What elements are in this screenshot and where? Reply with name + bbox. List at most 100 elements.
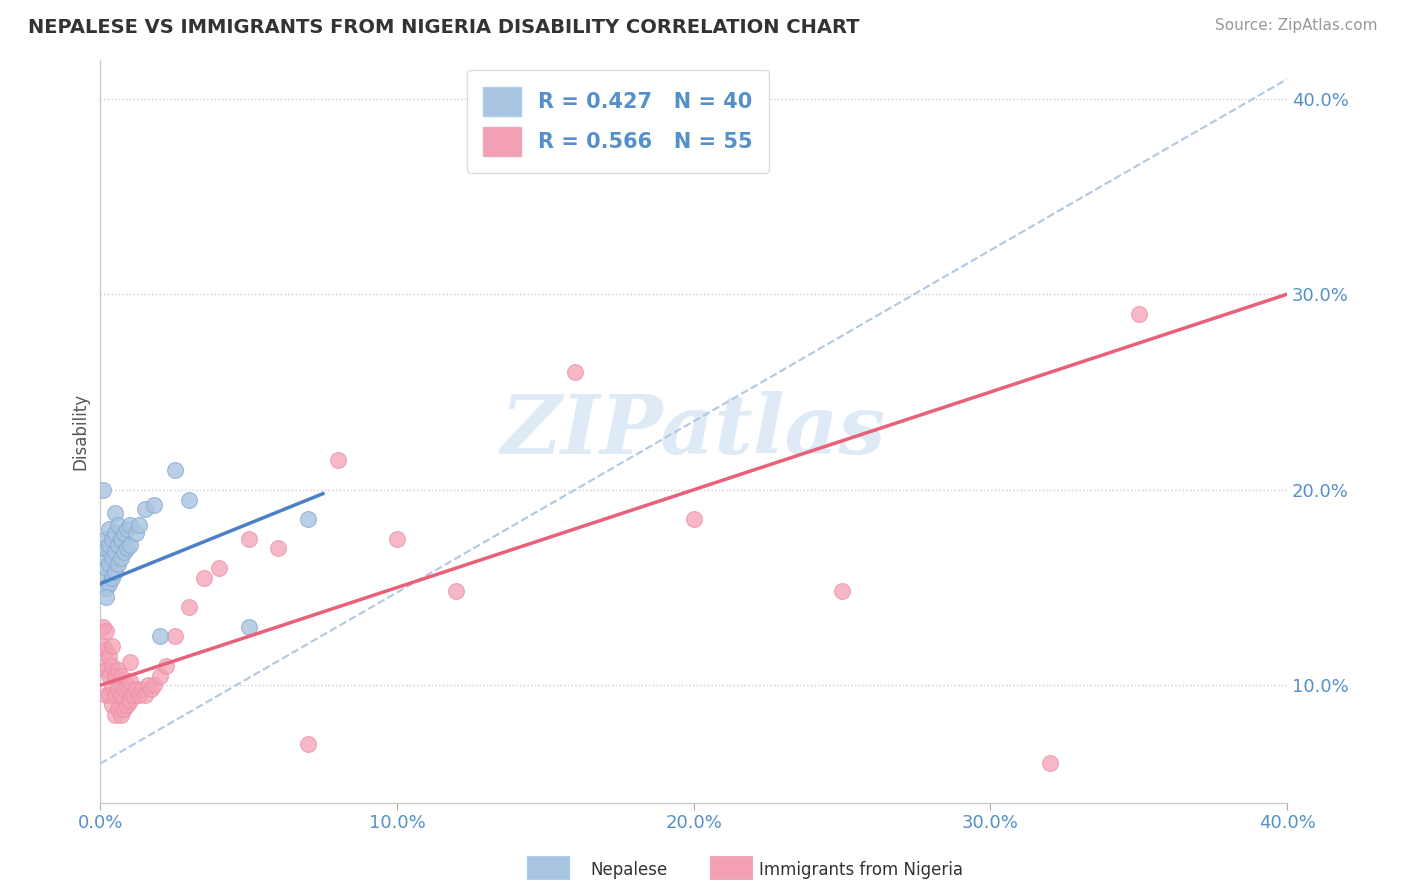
Point	[98, 537, 121, 551]
Point	[104, 688, 127, 702]
Point	[1128, 307, 1150, 321]
Point	[267, 541, 290, 556]
Point	[134, 502, 156, 516]
Point	[107, 702, 129, 716]
Point	[110, 688, 132, 702]
Point	[115, 678, 138, 692]
Point	[112, 682, 135, 697]
Point	[128, 518, 150, 533]
Point	[128, 688, 150, 702]
Point	[163, 463, 186, 477]
Point	[208, 561, 231, 575]
Point	[110, 532, 132, 546]
Point	[107, 537, 129, 551]
Point	[98, 522, 121, 536]
Point	[104, 707, 127, 722]
Text: Nepalese: Nepalese	[591, 861, 668, 879]
Point	[91, 571, 114, 585]
Point	[96, 581, 118, 595]
Point	[118, 518, 141, 533]
Point	[155, 658, 177, 673]
Point	[118, 674, 141, 689]
Point	[101, 532, 124, 546]
Point	[98, 557, 121, 571]
Point	[163, 629, 186, 643]
Text: NEPALESE VS IMMIGRANTS FROM NIGERIA DISABILITY CORRELATION CHART: NEPALESE VS IMMIGRANTS FROM NIGERIA DISA…	[28, 18, 859, 37]
Point	[118, 537, 141, 551]
Point	[91, 639, 114, 653]
Point	[112, 545, 135, 559]
Point	[193, 571, 215, 585]
Point	[98, 668, 121, 682]
Point	[98, 688, 121, 702]
Point	[118, 655, 141, 669]
Point	[101, 571, 124, 585]
Point	[104, 545, 127, 559]
Point	[297, 737, 319, 751]
Text: Immigrants from Nigeria: Immigrants from Nigeria	[759, 861, 963, 879]
Point	[91, 541, 114, 556]
Point	[107, 663, 129, 677]
Point	[136, 678, 159, 692]
Point	[446, 584, 468, 599]
Point	[101, 639, 124, 653]
Point	[96, 643, 118, 657]
Point	[179, 600, 201, 615]
Point	[118, 694, 141, 708]
Point	[112, 525, 135, 540]
Point	[101, 551, 124, 566]
Point	[98, 648, 121, 663]
Point	[96, 591, 118, 605]
Point	[104, 668, 127, 682]
Point	[1039, 756, 1062, 771]
Point	[91, 619, 114, 633]
Point	[104, 525, 127, 540]
Point	[107, 557, 129, 571]
Point	[115, 541, 138, 556]
Point	[149, 668, 172, 682]
Point	[238, 532, 260, 546]
Point	[125, 682, 148, 697]
Point	[112, 702, 135, 716]
Point	[91, 483, 114, 497]
Point	[122, 688, 145, 702]
Point	[91, 658, 114, 673]
Point	[96, 561, 118, 575]
Point	[142, 678, 165, 692]
Point	[149, 629, 172, 643]
Point	[179, 492, 201, 507]
Point	[96, 663, 118, 677]
Text: Source: ZipAtlas.com: Source: ZipAtlas.com	[1215, 18, 1378, 33]
Point	[107, 518, 129, 533]
Point	[326, 453, 349, 467]
Point	[238, 619, 260, 633]
Point	[96, 624, 118, 638]
Point	[96, 541, 118, 556]
Point	[96, 688, 118, 702]
Point	[682, 512, 704, 526]
Point	[115, 522, 138, 536]
Point	[115, 698, 138, 712]
Point	[96, 532, 118, 546]
Legend: R = 0.427   N = 40, R = 0.566   N = 55: R = 0.427 N = 40, R = 0.566 N = 55	[467, 70, 769, 173]
Point	[142, 499, 165, 513]
Point	[98, 576, 121, 591]
Point	[110, 668, 132, 682]
Point	[104, 506, 127, 520]
Point	[297, 512, 319, 526]
Point	[104, 565, 127, 579]
Point	[564, 366, 586, 380]
Point	[139, 682, 162, 697]
Point	[125, 525, 148, 540]
Point	[134, 688, 156, 702]
Point	[110, 707, 132, 722]
Point	[831, 584, 853, 599]
Point	[385, 532, 408, 546]
Point	[107, 682, 129, 697]
Point	[101, 658, 124, 673]
Point	[110, 551, 132, 566]
Point	[91, 551, 114, 566]
Point	[101, 698, 124, 712]
Point	[131, 682, 153, 697]
Text: ZIPatlas: ZIPatlas	[501, 391, 886, 471]
